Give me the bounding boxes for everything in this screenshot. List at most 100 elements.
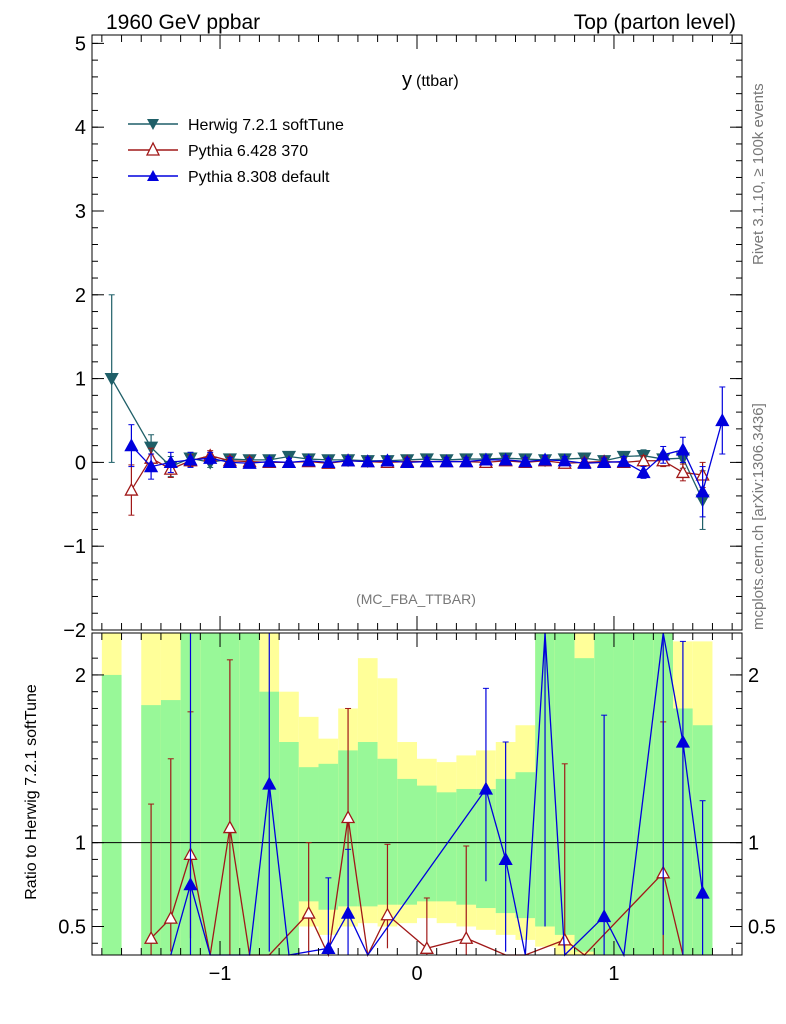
main-series-2 [124, 386, 730, 518]
main-point [203, 450, 218, 464]
ratio-point [419, 940, 434, 954]
ratio-point [380, 907, 395, 921]
main-point [597, 455, 612, 469]
main-point [400, 455, 415, 469]
main-point [143, 459, 159, 473]
main-ytick-label: 3 [75, 201, 86, 223]
main-series-layer [104, 294, 730, 530]
main-point [656, 447, 671, 461]
ratio-series-layer [143, 632, 710, 958]
ratio-point [597, 909, 612, 923]
ratio-point [498, 852, 513, 866]
main-point [380, 453, 395, 467]
ratio-ylabel: Ratio to Herwig 7.2.1 softTune [23, 684, 40, 900]
ratio-xtick-label: 0 [411, 963, 422, 985]
ratio-band-inner [436, 792, 457, 902]
main-ytick-label: 5 [75, 33, 86, 55]
legend-herwig-marker [147, 119, 159, 130]
ratio-point [478, 781, 494, 795]
main-point [163, 455, 178, 469]
main-point [577, 455, 592, 469]
main-point [242, 455, 257, 469]
main-series-line [111, 378, 704, 501]
ratio-band-inner [574, 658, 595, 952]
ratio-point [675, 734, 691, 748]
main-point [360, 454, 375, 468]
header-left: 1960 GeV ppbar [106, 11, 260, 34]
ratio-point [301, 905, 316, 919]
main-point [281, 455, 297, 469]
main-point [439, 454, 454, 468]
ratio-point [459, 930, 474, 944]
main-ytick-label: 0 [75, 452, 86, 474]
main-point [695, 484, 710, 498]
main-point [459, 454, 474, 468]
ratio-band-inner [417, 785, 437, 902]
analysis-annotation: (MC_FBA_TTBAR) [356, 591, 476, 607]
ratio-point [143, 930, 159, 944]
main-title-sub: (ttbar) [416, 73, 459, 90]
legend-py6-label: Pythia 6.428 370 [188, 143, 308, 160]
ratio-point [340, 905, 356, 919]
ratio-ytick-label-right: 1 [748, 833, 759, 855]
ratio-band-inner [239, 633, 260, 955]
legend-herwig-label: Herwig 7.2.1 softTune [188, 117, 344, 134]
ratio-band-inner [318, 763, 339, 910]
main-point [419, 454, 434, 468]
main-title: y [402, 69, 412, 91]
ratio-ytick-label-right: 2 [748, 665, 759, 687]
main-point [478, 452, 494, 466]
ratio-point [163, 910, 178, 924]
ratio-band-inner [377, 758, 398, 905]
rivet-label: Rivet 3.1.10, ≥ 100k events [750, 83, 767, 265]
ratio-band-inner [279, 742, 299, 955]
ratio-ytick-label-right: 0.5 [748, 916, 776, 938]
ratio-axis-ticks: −1 0 1 0.5 0.5 1 1 2 2 [58, 633, 776, 985]
ratio-band-inner [101, 674, 122, 955]
main-point [616, 454, 631, 468]
ratio-xtick-label: −1 [209, 963, 232, 985]
main-point [518, 454, 533, 468]
main-series-0 [104, 294, 710, 530]
legend-py8-label: Pythia 8.308 default [188, 169, 330, 186]
ratio-point [695, 885, 710, 899]
ratio-band-inner [397, 778, 417, 905]
ratio-point [183, 877, 198, 891]
ratio-point [340, 810, 356, 824]
ratio-bands-layer [101, 633, 713, 955]
main-point [557, 453, 572, 467]
ratio-series-line [150, 817, 684, 958]
ratio-band-inner [298, 767, 319, 902]
ratio-band-inner [200, 633, 221, 955]
ratio-point [222, 820, 237, 834]
main-point [498, 452, 513, 466]
main-point [301, 453, 316, 467]
ratio-point [262, 776, 277, 790]
main-point [183, 452, 198, 466]
ratio-xtick-label: 1 [608, 963, 619, 985]
legend-py8-marker [147, 170, 159, 181]
ratio-ytick-label: 2 [75, 665, 86, 687]
main-axis-ticks: −2 −1 0 1 2 3 4 5 [63, 33, 742, 642]
main-point [222, 455, 237, 469]
main-ytick-label: 4 [75, 117, 86, 139]
main-point [321, 455, 336, 469]
main-point [340, 453, 356, 467]
ratio-band-inner [613, 633, 634, 955]
ratio-band-inner [357, 742, 378, 907]
main-point [537, 452, 553, 466]
main-ytick-label: −1 [63, 536, 86, 558]
main-point [675, 465, 691, 479]
legend: Herwig 7.2.1 softTune Pythia 6.428 370 P… [128, 117, 344, 186]
main-point [636, 465, 651, 479]
main-ytick-label: 2 [75, 285, 86, 307]
main-ytick-label: −2 [63, 620, 86, 642]
mcplots-label: mcplots.cern.ch [arXiv:1306.3436] [750, 403, 767, 630]
ratio-ytick-label: 1 [75, 833, 86, 855]
ratio-point [321, 940, 336, 954]
legend-py6-marker [145, 141, 161, 156]
main-point [675, 442, 691, 456]
main-point [124, 482, 139, 496]
main-ytick-label: 1 [75, 369, 86, 391]
